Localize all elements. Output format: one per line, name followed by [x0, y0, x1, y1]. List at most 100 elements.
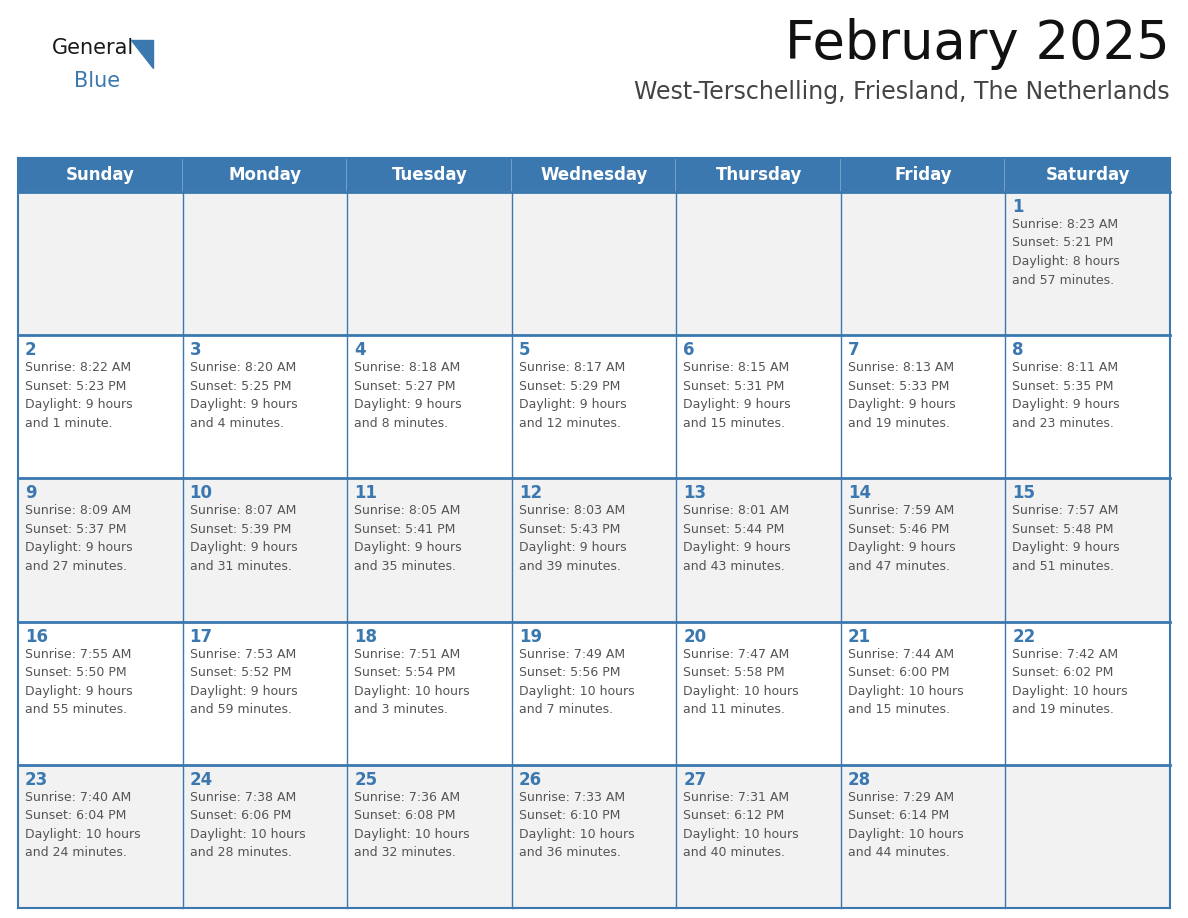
Bar	[1005, 192, 1170, 335]
Bar	[183, 158, 347, 192]
Bar	[676, 192, 841, 335]
Text: Sunrise: 7:33 AM
Sunset: 6:10 PM
Daylight: 10 hours
and 36 minutes.: Sunrise: 7:33 AM Sunset: 6:10 PM Dayligh…	[519, 790, 634, 859]
Text: 22: 22	[1012, 628, 1036, 645]
Text: 15: 15	[1012, 485, 1036, 502]
Text: Sunrise: 7:38 AM
Sunset: 6:06 PM
Daylight: 10 hours
and 28 minutes.: Sunrise: 7:38 AM Sunset: 6:06 PM Dayligh…	[190, 790, 305, 859]
Bar	[512, 765, 676, 908]
Text: 20: 20	[683, 628, 707, 645]
Text: Sunrise: 8:18 AM
Sunset: 5:27 PM
Daylight: 9 hours
and 8 minutes.: Sunrise: 8:18 AM Sunset: 5:27 PM Dayligh…	[354, 361, 462, 430]
Bar	[347, 478, 512, 621]
Text: 17: 17	[190, 628, 213, 645]
Text: Sunrise: 7:31 AM
Sunset: 6:12 PM
Daylight: 10 hours
and 40 minutes.: Sunrise: 7:31 AM Sunset: 6:12 PM Dayligh…	[683, 790, 798, 859]
Bar	[1005, 621, 1170, 765]
Bar	[183, 621, 347, 765]
Text: Sunrise: 8:05 AM
Sunset: 5:41 PM
Daylight: 9 hours
and 35 minutes.: Sunrise: 8:05 AM Sunset: 5:41 PM Dayligh…	[354, 504, 462, 573]
Bar	[347, 335, 512, 478]
Text: 23: 23	[25, 771, 49, 789]
Text: Sunrise: 8:03 AM
Sunset: 5:43 PM
Daylight: 9 hours
and 39 minutes.: Sunrise: 8:03 AM Sunset: 5:43 PM Dayligh…	[519, 504, 626, 573]
Bar	[18, 158, 183, 192]
Bar	[347, 158, 512, 192]
Bar	[512, 158, 676, 192]
Text: 2: 2	[25, 341, 37, 359]
Text: Sunrise: 7:57 AM
Sunset: 5:48 PM
Daylight: 9 hours
and 51 minutes.: Sunrise: 7:57 AM Sunset: 5:48 PM Dayligh…	[1012, 504, 1120, 573]
Text: 26: 26	[519, 771, 542, 789]
Bar	[512, 621, 676, 765]
Text: Sunrise: 7:44 AM
Sunset: 6:00 PM
Daylight: 10 hours
and 15 minutes.: Sunrise: 7:44 AM Sunset: 6:00 PM Dayligh…	[848, 647, 963, 716]
Text: 19: 19	[519, 628, 542, 645]
Bar	[512, 192, 676, 335]
Text: 16: 16	[25, 628, 48, 645]
Text: Sunrise: 8:13 AM
Sunset: 5:33 PM
Daylight: 9 hours
and 19 minutes.: Sunrise: 8:13 AM Sunset: 5:33 PM Dayligh…	[848, 361, 955, 430]
Bar	[183, 765, 347, 908]
Bar	[347, 765, 512, 908]
Text: Monday: Monday	[228, 166, 302, 184]
Bar	[347, 192, 512, 335]
Text: 3: 3	[190, 341, 201, 359]
Bar	[18, 192, 183, 335]
Bar	[841, 765, 1005, 908]
Text: Sunrise: 7:59 AM
Sunset: 5:46 PM
Daylight: 9 hours
and 47 minutes.: Sunrise: 7:59 AM Sunset: 5:46 PM Dayligh…	[848, 504, 955, 573]
Text: Sunrise: 7:51 AM
Sunset: 5:54 PM
Daylight: 10 hours
and 3 minutes.: Sunrise: 7:51 AM Sunset: 5:54 PM Dayligh…	[354, 647, 469, 716]
Text: Sunrise: 8:23 AM
Sunset: 5:21 PM
Daylight: 8 hours
and 57 minutes.: Sunrise: 8:23 AM Sunset: 5:21 PM Dayligh…	[1012, 218, 1120, 286]
Bar	[1005, 158, 1170, 192]
Text: 25: 25	[354, 771, 378, 789]
Text: Sunrise: 8:07 AM
Sunset: 5:39 PM
Daylight: 9 hours
and 31 minutes.: Sunrise: 8:07 AM Sunset: 5:39 PM Dayligh…	[190, 504, 297, 573]
Text: 13: 13	[683, 485, 707, 502]
Bar	[676, 621, 841, 765]
Text: Sunrise: 7:55 AM
Sunset: 5:50 PM
Daylight: 9 hours
and 55 minutes.: Sunrise: 7:55 AM Sunset: 5:50 PM Dayligh…	[25, 647, 133, 716]
Bar	[1005, 478, 1170, 621]
Bar	[183, 478, 347, 621]
Bar	[1005, 765, 1170, 908]
Bar	[676, 158, 841, 192]
Text: Sunrise: 8:20 AM
Sunset: 5:25 PM
Daylight: 9 hours
and 4 minutes.: Sunrise: 8:20 AM Sunset: 5:25 PM Dayligh…	[190, 361, 297, 430]
Text: Tuesday: Tuesday	[392, 166, 467, 184]
Text: Sunrise: 8:01 AM
Sunset: 5:44 PM
Daylight: 9 hours
and 43 minutes.: Sunrise: 8:01 AM Sunset: 5:44 PM Dayligh…	[683, 504, 791, 573]
Text: 8: 8	[1012, 341, 1024, 359]
Bar	[18, 765, 183, 908]
Bar	[18, 478, 183, 621]
Text: Blue: Blue	[74, 71, 120, 91]
Text: 28: 28	[848, 771, 871, 789]
Text: 7: 7	[848, 341, 859, 359]
Bar	[347, 621, 512, 765]
Text: Sunrise: 7:40 AM
Sunset: 6:04 PM
Daylight: 10 hours
and 24 minutes.: Sunrise: 7:40 AM Sunset: 6:04 PM Dayligh…	[25, 790, 140, 859]
Text: Sunrise: 7:42 AM
Sunset: 6:02 PM
Daylight: 10 hours
and 19 minutes.: Sunrise: 7:42 AM Sunset: 6:02 PM Dayligh…	[1012, 647, 1129, 716]
Text: Sunrise: 8:11 AM
Sunset: 5:35 PM
Daylight: 9 hours
and 23 minutes.: Sunrise: 8:11 AM Sunset: 5:35 PM Dayligh…	[1012, 361, 1120, 430]
Bar	[18, 335, 183, 478]
Text: Sunrise: 7:49 AM
Sunset: 5:56 PM
Daylight: 10 hours
and 7 minutes.: Sunrise: 7:49 AM Sunset: 5:56 PM Dayligh…	[519, 647, 634, 716]
Text: Sunrise: 7:36 AM
Sunset: 6:08 PM
Daylight: 10 hours
and 32 minutes.: Sunrise: 7:36 AM Sunset: 6:08 PM Dayligh…	[354, 790, 469, 859]
Bar	[841, 158, 1005, 192]
Text: Sunrise: 7:53 AM
Sunset: 5:52 PM
Daylight: 9 hours
and 59 minutes.: Sunrise: 7:53 AM Sunset: 5:52 PM Dayligh…	[190, 647, 297, 716]
Text: 4: 4	[354, 341, 366, 359]
Text: 24: 24	[190, 771, 213, 789]
Text: Sunday: Sunday	[65, 166, 134, 184]
Text: 11: 11	[354, 485, 377, 502]
Text: 9: 9	[25, 485, 37, 502]
Text: Thursday: Thursday	[715, 166, 802, 184]
Text: Friday: Friday	[895, 166, 952, 184]
Text: 14: 14	[848, 485, 871, 502]
Text: 1: 1	[1012, 198, 1024, 216]
Bar	[676, 478, 841, 621]
Text: 18: 18	[354, 628, 377, 645]
Text: General: General	[52, 38, 134, 58]
Text: Sunrise: 7:47 AM
Sunset: 5:58 PM
Daylight: 10 hours
and 11 minutes.: Sunrise: 7:47 AM Sunset: 5:58 PM Dayligh…	[683, 647, 798, 716]
Text: 27: 27	[683, 771, 707, 789]
Bar	[18, 621, 183, 765]
Text: 10: 10	[190, 485, 213, 502]
Bar	[841, 478, 1005, 621]
Bar	[183, 192, 347, 335]
Text: Wednesday: Wednesday	[541, 166, 647, 184]
Polygon shape	[131, 40, 153, 68]
Text: 12: 12	[519, 485, 542, 502]
Text: 21: 21	[848, 628, 871, 645]
Text: Sunrise: 7:29 AM
Sunset: 6:14 PM
Daylight: 10 hours
and 44 minutes.: Sunrise: 7:29 AM Sunset: 6:14 PM Dayligh…	[848, 790, 963, 859]
Text: 5: 5	[519, 341, 530, 359]
Bar	[841, 621, 1005, 765]
Bar	[676, 765, 841, 908]
Text: West-Terschelling, Friesland, The Netherlands: West-Terschelling, Friesland, The Nether…	[634, 80, 1170, 104]
Bar	[512, 335, 676, 478]
Text: Saturday: Saturday	[1045, 166, 1130, 184]
Bar	[841, 192, 1005, 335]
Text: Sunrise: 8:17 AM
Sunset: 5:29 PM
Daylight: 9 hours
and 12 minutes.: Sunrise: 8:17 AM Sunset: 5:29 PM Dayligh…	[519, 361, 626, 430]
